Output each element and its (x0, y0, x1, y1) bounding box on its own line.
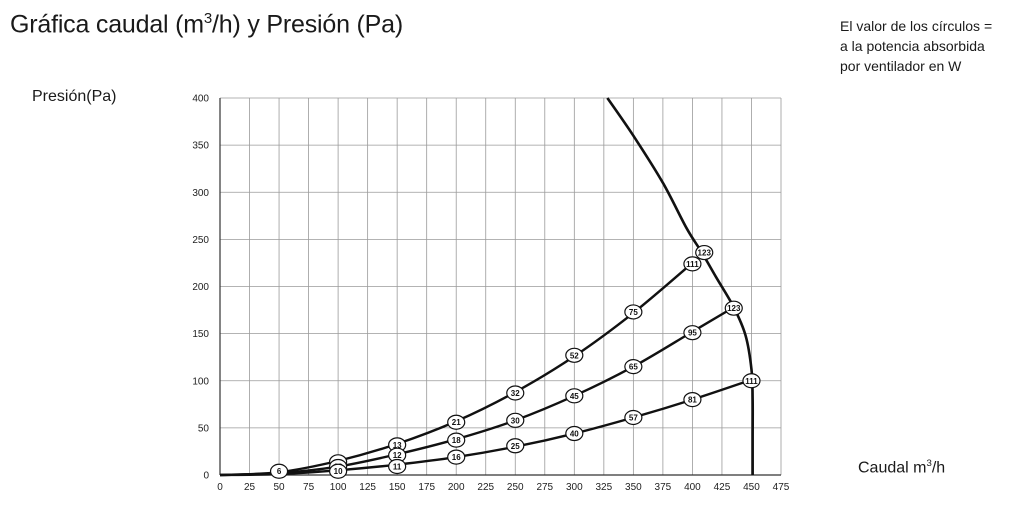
y-tick-label: 350 (192, 141, 209, 152)
x-tick-label: 425 (714, 482, 731, 493)
x-tick-label: 100 (330, 482, 347, 493)
power-label-value: 75 (629, 308, 638, 317)
power-label-value: 6 (277, 467, 282, 476)
x-tick-label: 400 (684, 482, 701, 493)
power-label-circle (388, 458, 407, 475)
power-label-circle (447, 414, 466, 430)
power-label-value: 123 (698, 249, 712, 258)
power-label-value: 111 (745, 377, 758, 386)
note-line-2: a la potencia absorbida (840, 38, 985, 54)
power-label-circle (565, 425, 584, 442)
power-label-circle (329, 463, 348, 479)
power-label-value: 40 (570, 430, 579, 439)
power-label-circle (683, 325, 702, 341)
power-label-value: 10 (334, 467, 343, 476)
x-tick-label: 150 (389, 482, 406, 493)
power-label-value: 21 (452, 418, 461, 427)
power-label-circle (724, 300, 743, 316)
power-label-value: 12 (393, 451, 402, 460)
power-label-value: 25 (511, 442, 520, 451)
y-tick-label: 300 (192, 188, 209, 199)
chart-title: Gráfica caudal (m3/h) y Presión (Pa) (10, 10, 403, 39)
y-axis-label: Presión(Pa) (32, 88, 117, 105)
power-label-value: 11 (393, 463, 402, 472)
x-tick-label: 0 (217, 482, 223, 493)
note-line-1: El valor de los círculos = (840, 18, 993, 34)
power-label-circle (624, 359, 643, 375)
power-label-circle (506, 412, 525, 428)
y-tick-label: 400 (192, 94, 209, 105)
power-label-value: 16 (452, 453, 461, 462)
x-tick-label: 450 (743, 482, 760, 493)
power-label-value: 52 (570, 351, 579, 360)
power-label-value: 13 (393, 441, 402, 450)
system-curve-2 (219, 306, 735, 477)
power-label-circle (506, 438, 525, 454)
x-tick-label: 50 (273, 482, 285, 493)
x-tick-label: 300 (566, 482, 583, 493)
fan-performance-curve (606, 97, 755, 475)
power-label-circle (506, 385, 525, 401)
power-label-circle (624, 304, 643, 320)
power-label-value: 57 (629, 414, 638, 423)
x-tick-label: 175 (418, 482, 435, 493)
y-tick-label: 200 (192, 282, 209, 293)
x-tick-label: 350 (625, 482, 642, 493)
power-label-circle (565, 388, 584, 404)
power-label-value: 111 (686, 260, 699, 269)
power-label-value: 65 (629, 363, 638, 372)
power-label-circle (269, 463, 289, 479)
x-tick-label: 475 (773, 482, 790, 493)
x-tick-label: 375 (655, 482, 672, 493)
note-line-3: por ventilador en W (840, 58, 962, 74)
power-label-value: 18 (452, 436, 461, 445)
power-label-circle (683, 256, 702, 272)
power-label-value: 95 (688, 329, 697, 338)
power-label-value: 30 (511, 416, 520, 425)
x-tick-label: 325 (595, 482, 612, 493)
x-tick-label: 25 (244, 482, 256, 493)
x-axis-label: Caudal m3/h (858, 458, 946, 477)
power-label-value: 81 (688, 396, 697, 405)
power-label-circle (565, 347, 584, 363)
power-label-circle (447, 432, 466, 448)
x-tick-label: 225 (477, 482, 494, 493)
power-label-value: 32 (511, 389, 520, 398)
x-tick-label: 275 (536, 482, 553, 493)
power-label-value: 45 (570, 392, 579, 401)
system-curve-3 (219, 378, 752, 477)
y-tick-label: 100 (192, 376, 209, 387)
x-tick-label: 125 (359, 482, 376, 493)
power-label-circle (683, 392, 702, 408)
power-label-circle (742, 373, 761, 389)
circle-value-note: El valor de los círculos = a la potencia… (840, 16, 1022, 76)
x-tick-label: 200 (448, 482, 465, 493)
power-label-circle (695, 244, 714, 261)
power-label-value: 123 (727, 304, 741, 313)
y-tick-label: 150 (192, 329, 209, 340)
y-tick-label: 50 (198, 423, 210, 434)
x-tick-label: 250 (507, 482, 524, 493)
y-tick-label: 250 (192, 235, 209, 246)
power-label-circle (447, 449, 466, 465)
y-tick-label: 0 (203, 471, 209, 482)
x-tick-label: 75 (303, 482, 315, 493)
power-label-circle (624, 409, 643, 426)
